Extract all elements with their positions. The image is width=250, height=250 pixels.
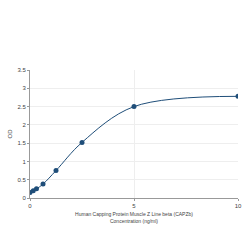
svg-text:0.5: 0.5	[17, 177, 26, 183]
svg-text:0: 0	[22, 195, 26, 201]
svg-text:OD: OD	[7, 129, 13, 139]
svg-text:Human Capping Protein Muscle Z: Human Capping Protein Muscle Z Line beta…	[75, 211, 193, 224]
svg-text:10: 10	[235, 203, 242, 209]
svg-text:2.5: 2.5	[17, 104, 26, 110]
svg-text:1.5: 1.5	[17, 140, 26, 146]
svg-text:3.5: 3.5	[17, 67, 26, 73]
svg-text:3: 3	[22, 85, 26, 91]
svg-text:1: 1	[22, 159, 26, 165]
svg-text:2: 2	[22, 122, 26, 128]
svg-text:0: 0	[28, 203, 32, 209]
svg-text:5: 5	[132, 203, 136, 209]
